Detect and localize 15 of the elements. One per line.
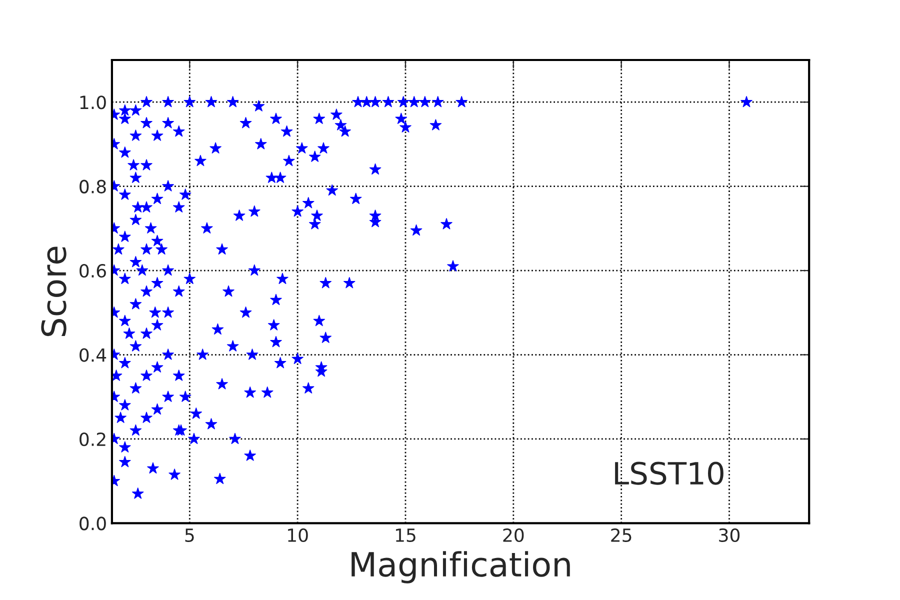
y-tick-label: 1.0 xyxy=(80,96,106,110)
y-tick-label: 0.6 xyxy=(80,264,106,278)
y-tick-label: 0.0 xyxy=(80,516,106,530)
x-tick-label: 10 xyxy=(288,528,308,542)
x-axis-title: Magnification xyxy=(352,551,570,584)
y-tick-label: 0.2 xyxy=(80,432,106,446)
x-tick-label: 20 xyxy=(503,528,524,542)
x-tick-label: 25 xyxy=(611,528,632,542)
y-tick-label: 0.4 xyxy=(80,348,106,362)
x-tick-label: 30 xyxy=(719,528,740,542)
y-tick-label: 0.8 xyxy=(80,180,106,194)
x-tick-label: 15 xyxy=(396,528,416,542)
annotation: LSST10 xyxy=(615,462,724,485)
x-tick-label: 5 xyxy=(185,528,194,542)
y-axis-title: Score xyxy=(41,246,66,336)
